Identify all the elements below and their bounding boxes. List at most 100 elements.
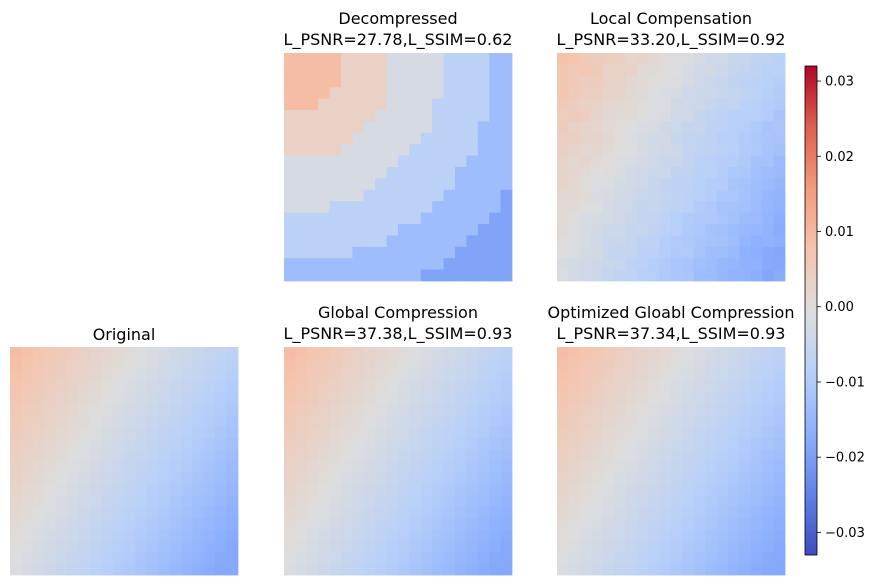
heatmap-cell (625, 392, 638, 405)
heatmap-cell (112, 461, 125, 473)
heatmap-cell (135, 404, 148, 416)
heatmap-cell (762, 461, 774, 473)
heatmap-cell (602, 415, 615, 428)
heatmap-cell (614, 201, 626, 213)
heatmap-cell (602, 224, 615, 236)
heatmap-cell (671, 155, 683, 168)
heatmap-cell (762, 246, 774, 259)
heatmap-cell (477, 461, 490, 473)
heatmap-cell (341, 201, 353, 213)
heatmap-cell (750, 235, 763, 248)
heatmap-cell (625, 87, 638, 99)
heatmap-cell (398, 110, 410, 122)
heatmap-cell (625, 483, 638, 496)
heatmap-cell (682, 540, 695, 553)
heatmap-cell (648, 438, 660, 450)
heatmap-cell (329, 167, 342, 179)
heatmap-cell (648, 155, 660, 168)
heatmap-cell (386, 64, 399, 77)
heatmap-cell (659, 495, 672, 507)
heatmap-cell (500, 75, 513, 88)
heatmap-cell (466, 235, 479, 248)
heatmap-cell (750, 540, 763, 553)
heatmap-cell (352, 269, 365, 282)
heatmap-cell (398, 212, 410, 225)
heatmap-cell (67, 347, 79, 359)
heatmap-cell (89, 472, 102, 485)
heatmap-cell (728, 132, 740, 145)
heatmap-cell (44, 472, 56, 485)
heatmap-cell (443, 381, 456, 393)
heatmap-cell (284, 132, 296, 145)
heatmap-cell (500, 144, 513, 156)
heatmap-cell (773, 189, 786, 202)
heatmap-cell (568, 347, 581, 359)
heatmap-cell (602, 449, 615, 462)
heatmap-cell (591, 144, 603, 156)
heatmap-cell (169, 392, 182, 405)
heatmap-cell (329, 258, 342, 270)
heatmap-cell (409, 132, 422, 145)
heatmap-cell (135, 358, 148, 371)
heatmap-cell (466, 110, 479, 122)
heatmap-cell (10, 415, 22, 428)
heatmap-cell (557, 369, 569, 382)
heatmap-cell (329, 415, 342, 428)
heatmap-cell (352, 155, 365, 168)
heatmap-cell (375, 75, 387, 88)
heatmap-cell (341, 144, 353, 156)
heatmap-cell (352, 518, 365, 530)
heatmap-cell (773, 483, 786, 496)
heatmap-cell (375, 540, 387, 553)
heatmap-cell (659, 201, 672, 213)
heatmap-cell (750, 246, 763, 259)
heatmap-cell (477, 552, 490, 564)
heatmap-cell (455, 518, 467, 530)
heatmap-cell (693, 518, 706, 530)
heatmap-cell (568, 563, 581, 576)
heatmap-cell (579, 235, 592, 248)
heatmap-cell (636, 563, 649, 576)
heatmap-cell (375, 495, 387, 507)
heatmap-cell (636, 529, 649, 542)
heatmap-cell (398, 506, 410, 519)
heatmap-cell (432, 472, 444, 485)
heatmap-cell (693, 529, 706, 542)
heatmap-cell (398, 98, 410, 111)
heatmap-cell (375, 189, 387, 202)
heatmap-cell (181, 426, 193, 439)
heatmap-cell (636, 201, 649, 213)
heatmap-cell (55, 495, 68, 507)
heatmap-cell (659, 529, 672, 542)
heatmap-cell (716, 506, 729, 519)
heatmap-cell (739, 461, 752, 473)
heatmap-cell (466, 201, 479, 213)
heatmap-cell (455, 246, 467, 259)
heatmap-cell (671, 121, 683, 134)
heatmap-cell (693, 121, 706, 134)
heatmap-cell (181, 552, 193, 564)
heatmap-cell (409, 224, 422, 236)
heatmap-cell (226, 449, 239, 462)
heatmap-cell (135, 392, 148, 405)
heatmap-cell (67, 381, 79, 393)
heatmap-cell (375, 178, 387, 191)
heatmap-cell (489, 167, 501, 179)
heatmap-cell (739, 404, 752, 416)
heatmap-cell (728, 415, 740, 428)
heatmap-cell (375, 144, 387, 156)
heatmap-cell (341, 178, 353, 191)
heatmap-cell (432, 98, 444, 111)
heatmap-cell (773, 472, 786, 485)
heatmap-cell (648, 449, 660, 462)
heatmap-cell (181, 518, 193, 530)
heatmap-cell (682, 64, 695, 77)
heatmap-cell (55, 438, 68, 450)
heatmap-cell (716, 552, 729, 564)
heatmap-cell (728, 121, 740, 134)
heatmap-cell (329, 426, 342, 439)
heatmap-cell (579, 358, 592, 371)
heatmap-cell (363, 132, 376, 145)
heatmap-cell (466, 426, 479, 439)
heatmap-cell (477, 201, 490, 213)
